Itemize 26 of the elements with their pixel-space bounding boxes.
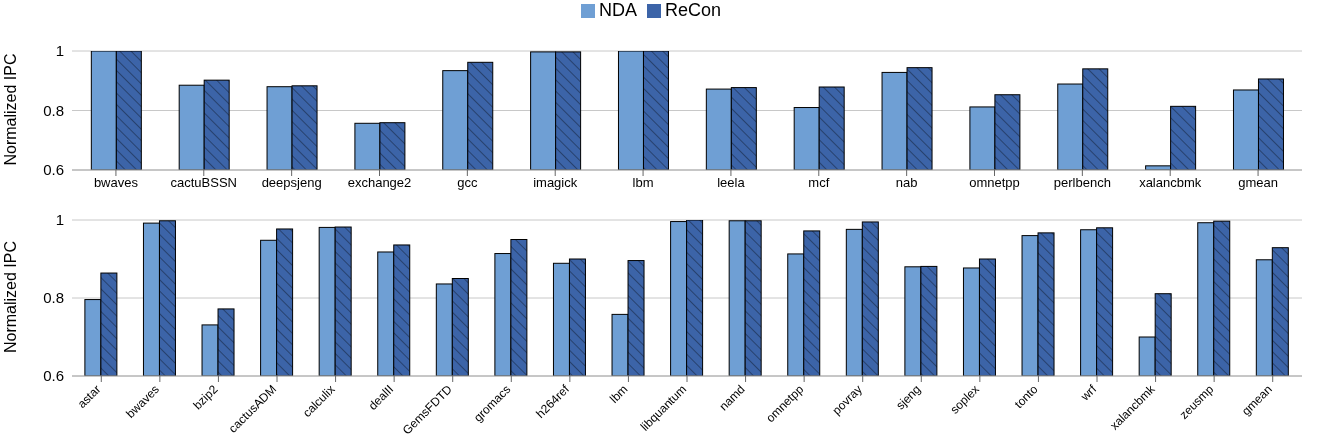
x-tick-label: omnetpp xyxy=(969,175,1020,191)
x-tick-label: gmean xyxy=(1238,175,1278,191)
y-tick-label: 0.6 xyxy=(43,161,64,179)
x-tick-label: lbm xyxy=(606,382,631,406)
x-tick-label: exchange2 xyxy=(347,175,412,191)
x-tick-label: leela xyxy=(717,175,746,191)
x-tick-label: imagick xyxy=(533,175,578,191)
x-tick-label: perlbench xyxy=(1053,175,1111,191)
x-tick-label: cactuBSSN xyxy=(170,175,238,191)
x-tick-label: nab xyxy=(895,175,918,191)
y-tick-label: 1 xyxy=(55,42,64,60)
legend-label: NDA xyxy=(598,0,637,20)
x-tick-label: mcf xyxy=(808,175,830,191)
y-axis-title: Normalized IPC xyxy=(1,53,19,166)
x-tick-label: wrf xyxy=(1077,381,1100,405)
legend-label: ReCon xyxy=(664,0,722,20)
y-tick-label: 1 xyxy=(55,211,64,229)
x-tick-label: lbm xyxy=(632,175,654,191)
y-tick-label: 0.6 xyxy=(43,367,64,385)
x-tick-label: deepsjeng xyxy=(261,175,322,191)
y-tick-label: 0.8 xyxy=(43,101,64,119)
x-tick-label: xalancbmk xyxy=(1139,175,1202,191)
x-tick-label: bwaves xyxy=(93,175,139,191)
y-axis-title: Normalized IPC xyxy=(1,240,19,353)
x-tick-label: gcc xyxy=(457,175,478,191)
y-tick-label: 0.8 xyxy=(43,289,64,307)
